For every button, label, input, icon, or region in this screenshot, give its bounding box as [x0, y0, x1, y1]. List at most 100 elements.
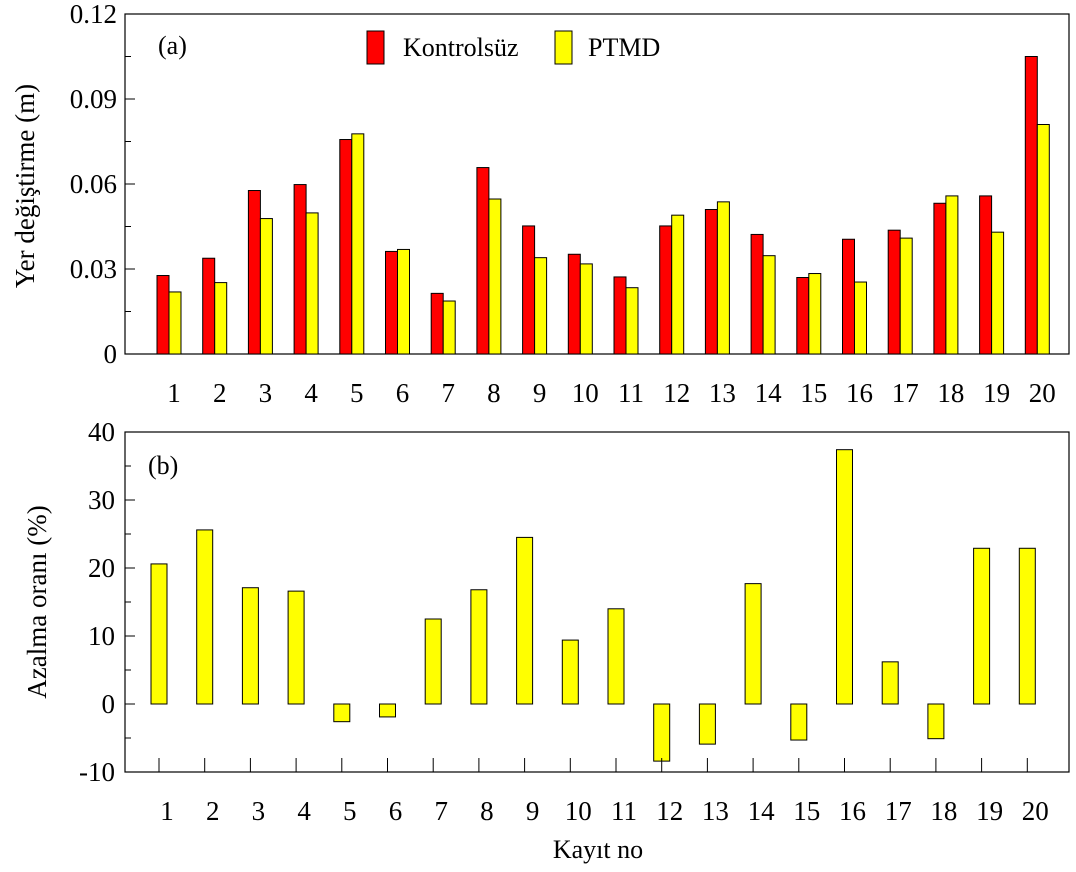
bar-kontrolsuz-9	[522, 225, 536, 355]
panel-a-x-tick-label: 13	[709, 378, 736, 408]
bar-ptmd-2	[214, 282, 228, 355]
panel-b-x-tick-label: 7	[434, 796, 448, 826]
panel-a: 00.030.060.090.12 1 2 3 4 5 6 7 8 9 10 11 12 13 14 15 1…	[10, 0, 1070, 408]
panel-a-label: (a)	[158, 31, 187, 60]
bar-azalma-15	[790, 703, 808, 741]
bar-azalma-4	[287, 590, 305, 705]
bar-kontrolsuz-10	[567, 253, 581, 355]
panel-b-x-tick-label: 12	[656, 796, 683, 826]
panel-b-label: (b)	[148, 451, 178, 480]
bar-kontrolsuz-4	[293, 184, 307, 355]
panel-b-y-ticks	[125, 431, 135, 773]
bar-ptmd-1	[168, 291, 182, 355]
panel-b-x-tick-label: 15	[793, 796, 820, 826]
panel-b-x-tick-label: 20	[1022, 796, 1049, 826]
bar-azalma-6	[379, 703, 396, 718]
panel-a-y-tick-label: 0	[104, 339, 118, 369]
bar-azalma-11	[607, 608, 625, 705]
panel-a-x-tick-label: 1	[167, 378, 181, 408]
panel-a-x-tick-label: 20	[1029, 378, 1056, 408]
bar-ptmd-5	[351, 133, 365, 355]
panel-b-x-tick-label: 1	[160, 796, 174, 826]
panel-a-x-tick-label: 11	[618, 378, 644, 408]
bar-ptmd-18	[945, 195, 959, 355]
bar-ptmd-11	[625, 287, 639, 355]
bar-kontrolsuz-20	[1024, 56, 1038, 355]
bar-ptmd-16	[854, 281, 867, 355]
bar-ptmd-17	[899, 237, 913, 355]
panel-a-x-tick-label: 4	[304, 378, 318, 408]
bar-azalma-20	[1018, 547, 1036, 705]
bar-ptmd-10	[579, 263, 593, 355]
bar-kontrolsuz-15	[796, 277, 810, 355]
bar-kontrolsuz-3	[247, 190, 261, 355]
panel-a-y-tick-label: 0.06	[70, 169, 117, 199]
legend: Kontrolsüz PTMD	[366, 30, 660, 65]
panel-b-x-tick-label: 11	[611, 796, 637, 826]
bar-azalma-16	[836, 449, 853, 705]
panel-a-y-ticks	[125, 13, 135, 355]
legend-label-kontrolsuz: Kontrolsüz	[403, 33, 519, 62]
panel-a-x-tick-labels: 1 2 3 4 5 6 7 8 9 10 11 12 13 14 15 16 17 18 19 20	[167, 378, 1056, 408]
panel-a-x-tick-label: 18	[937, 378, 964, 408]
bar-ptmd-8	[488, 198, 502, 355]
panel-b-x-tick-label: 3	[252, 796, 266, 826]
bar-kontrolsuz-19	[979, 195, 993, 355]
bar-kontrolsuz-6	[385, 250, 398, 355]
panel-a-x-tick-label: 14	[755, 378, 783, 408]
panel-b-y-tick-labels: -10 0 10 20 30 40	[79, 417, 115, 787]
bar-ptmd-6	[397, 248, 410, 355]
bar-ptmd-4	[305, 212, 319, 355]
panel-a-x-tick-label: 17	[892, 378, 919, 408]
panel-a-x-tick-label: 2	[213, 378, 227, 408]
bar-ptmd-12	[671, 214, 685, 355]
panel-b-x-tick-label: 9	[526, 796, 540, 826]
panel-a-y-axis-label: Yer değiştirme (m)	[10, 84, 40, 288]
panel-b-x-tick-label: 10	[565, 796, 592, 826]
panel-b-y-tick-label: -10	[79, 757, 115, 787]
bar-kontrolsuz-8	[476, 167, 490, 355]
panel-a-y-tick-label: 0.12	[70, 0, 117, 29]
panel-b-y-axis-label: Azalma oranı (%)	[22, 505, 52, 698]
panel-a-x-tick-label: 10	[572, 378, 599, 408]
panel-a-x-tick-label: 15	[800, 378, 827, 408]
bar-azalma-3	[241, 587, 259, 705]
panel-a-x-tick-label: 19	[983, 378, 1010, 408]
bar-kontrolsuz-2	[202, 257, 216, 355]
panel-a-y-tick-label: 0.03	[70, 254, 117, 284]
bar-azalma-1	[150, 563, 168, 705]
bar-kontrolsuz-12	[659, 225, 673, 355]
bar-azalma-5	[333, 703, 351, 723]
bar-kontrolsuz-11	[613, 276, 627, 355]
bar-kontrolsuz-17	[887, 229, 901, 355]
panel-a-x-tick-label: 3	[259, 378, 273, 408]
bar-kontrolsuz-16	[842, 238, 855, 355]
bar-azalma-19	[973, 547, 991, 705]
bar-ptmd-20	[1036, 124, 1050, 355]
panel-b-bars	[150, 449, 1036, 762]
bar-kontrolsuz-18	[933, 202, 947, 355]
bar-azalma-13	[698, 703, 716, 745]
bar-ptmd-14	[762, 255, 776, 355]
panel-b-x-tick-label: 18	[930, 796, 957, 826]
bar-azalma-8	[470, 589, 488, 705]
panel-a-y-tick-label: 0.09	[70, 84, 117, 114]
bar-kontrolsuz-13	[704, 209, 718, 355]
panel-a-x-tick-label: 6	[396, 378, 410, 408]
panel-b-x-axis-label: Kayıt no	[553, 835, 643, 864]
bar-kontrolsuz-5	[339, 139, 353, 355]
panel-b-x-tick-label: 16	[839, 796, 866, 826]
legend-swatch-kontrolsuz	[366, 30, 385, 65]
panel-b-x-tick-label: 19	[976, 796, 1003, 826]
bar-azalma-10	[561, 639, 579, 705]
panel-a-x-tick-label: 9	[533, 378, 547, 408]
bar-kontrolsuz-7	[430, 292, 444, 355]
panel-b-y-tick-label: 20	[88, 553, 115, 583]
bar-azalma-12	[653, 703, 671, 762]
bar-azalma-14	[744, 583, 762, 705]
panel-b-x-tick-label: 8	[480, 796, 494, 826]
panel-a-x-tick-label: 16	[846, 378, 873, 408]
panel-b-x-tick-label: 2	[206, 796, 220, 826]
panel-b-y-tick-label: 40	[88, 417, 115, 447]
